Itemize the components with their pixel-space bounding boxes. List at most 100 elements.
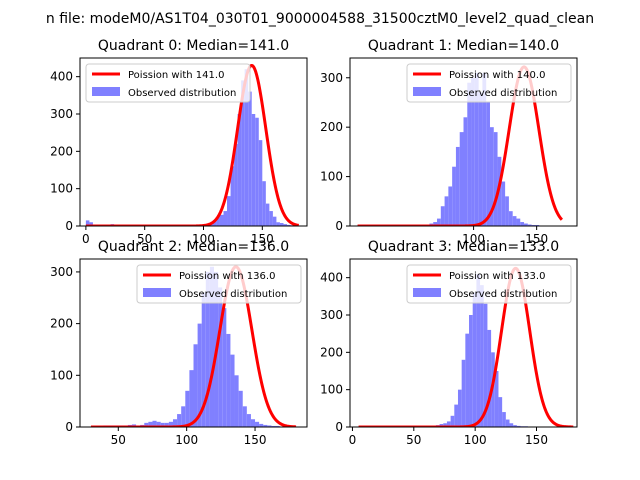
y-tick-label: 0 bbox=[335, 420, 343, 434]
hist-bar bbox=[498, 397, 503, 427]
hist-bar bbox=[144, 422, 149, 427]
y-tick-label: 400 bbox=[50, 70, 73, 84]
y-tick-label: 200 bbox=[50, 317, 73, 331]
hist-bar bbox=[242, 406, 247, 427]
hist-bar bbox=[444, 196, 449, 226]
y-tick-label: 300 bbox=[50, 107, 73, 121]
y-tick-label: 100 bbox=[320, 383, 343, 397]
y-tick-label: 200 bbox=[50, 144, 73, 158]
hist-bar bbox=[455, 146, 460, 226]
hist-bar bbox=[152, 420, 157, 427]
y-tick-label: 300 bbox=[50, 265, 73, 279]
hist-bar bbox=[483, 303, 488, 427]
subplot-title: Quadrant 1: Median=140.0 bbox=[368, 38, 559, 54]
hist-bar bbox=[452, 166, 456, 226]
x-tick-label: 150 bbox=[525, 232, 548, 246]
hist-bar bbox=[267, 425, 272, 427]
legend-1: Poission with 140.0 Observed distribution bbox=[406, 63, 572, 103]
hist-bar bbox=[279, 223, 284, 226]
hist-bar bbox=[474, 72, 479, 226]
hist-bar bbox=[226, 333, 231, 427]
x-tick-label: 100 bbox=[192, 232, 215, 246]
legend-hist-label: Observed distribution bbox=[449, 289, 557, 300]
x-tick-label: 0 bbox=[349, 433, 357, 447]
hist-bar bbox=[248, 91, 252, 226]
hist-bar bbox=[185, 390, 190, 427]
legend-0: Poission with 141.0 Observed distribution bbox=[85, 63, 251, 103]
hist-bar bbox=[197, 323, 202, 427]
x-tick-label: 150 bbox=[251, 232, 274, 246]
hist-bar bbox=[168, 421, 173, 427]
y-tick-label: 0 bbox=[335, 219, 343, 233]
axes-frame-2 bbox=[79, 258, 308, 428]
hist-bar bbox=[89, 222, 93, 226]
hist-bar bbox=[446, 421, 451, 427]
y-tick-label: 100 bbox=[50, 182, 73, 196]
hist-bar bbox=[461, 359, 466, 427]
hist-bar bbox=[467, 82, 472, 226]
hist-bar bbox=[219, 214, 224, 226]
hist-bar bbox=[454, 404, 458, 427]
hist-bar bbox=[482, 72, 487, 226]
legend-box bbox=[136, 264, 302, 304]
hist-bar bbox=[241, 80, 245, 226]
subplot-title: Quadrant 2: Median=136.0 bbox=[98, 239, 289, 255]
hist-bar bbox=[502, 412, 506, 427]
histogram-0 bbox=[85, 69, 302, 226]
hist-bar bbox=[216, 216, 220, 226]
hist-bar bbox=[509, 423, 514, 427]
legend-fit-label: Poission with 136.0 bbox=[179, 271, 275, 282]
y-tick-label: 100 bbox=[320, 170, 343, 184]
hist-bar bbox=[177, 414, 182, 427]
hist-bar bbox=[164, 422, 169, 427]
legend-3: Poission with 133.0 Observed distribution bbox=[406, 264, 572, 304]
legend-2: Poission with 136.0 Observed distribution bbox=[136, 264, 302, 304]
fit-line-2 bbox=[90, 265, 297, 427]
hist-bar bbox=[222, 308, 227, 427]
x-tick-label: 50 bbox=[406, 433, 421, 447]
legend-box bbox=[406, 63, 572, 103]
hist-bar bbox=[160, 422, 165, 427]
y-tick-label: 0 bbox=[65, 420, 73, 434]
hist-bar bbox=[181, 406, 186, 427]
hist-bar bbox=[218, 287, 223, 427]
hist-bar bbox=[463, 117, 468, 226]
hist-bar bbox=[259, 423, 264, 427]
hist-bar bbox=[212, 221, 217, 226]
hist-bar bbox=[251, 114, 256, 226]
hist-bar bbox=[269, 211, 273, 226]
hist-bar bbox=[520, 222, 525, 226]
hist-bar bbox=[457, 389, 462, 427]
hist-bar bbox=[505, 196, 509, 226]
hist-bar bbox=[244, 69, 249, 226]
hist-bar bbox=[238, 390, 243, 427]
legend-fit-label: Poission with 141.0 bbox=[128, 70, 224, 81]
subplot-title: Quadrant 0: Median=141.0 bbox=[98, 38, 289, 54]
hist-bar bbox=[250, 419, 256, 427]
hist-bar bbox=[255, 421, 260, 427]
subplot-2: 50 100 150 0 100 200 300 Quadrant 2: Median=136… bbox=[50, 239, 308, 447]
hist-bar bbox=[505, 419, 510, 427]
hist-bar bbox=[489, 127, 494, 226]
hist-bar bbox=[234, 375, 239, 427]
hist-bar bbox=[265, 203, 270, 226]
hist-bar bbox=[440, 206, 445, 226]
hist-bar bbox=[262, 181, 266, 226]
hist-bar bbox=[486, 102, 490, 226]
x-tick-label: 0 bbox=[82, 232, 90, 246]
hist-bar bbox=[448, 186, 453, 226]
y-tick-label: 100 bbox=[50, 368, 73, 382]
legend-hist-swatch bbox=[413, 288, 441, 297]
y-tick-label: 300 bbox=[320, 308, 343, 322]
hist-bar bbox=[512, 216, 517, 226]
hist-bar bbox=[437, 218, 441, 226]
hist-bar bbox=[230, 354, 235, 427]
hist-bar bbox=[472, 292, 477, 427]
hist-bar bbox=[172, 419, 178, 427]
hist-bar bbox=[524, 223, 528, 226]
x-tick-label: 150 bbox=[244, 433, 267, 447]
x-tick-label: 150 bbox=[525, 433, 548, 447]
hist-bar bbox=[271, 425, 276, 427]
hist-bar bbox=[471, 77, 475, 226]
